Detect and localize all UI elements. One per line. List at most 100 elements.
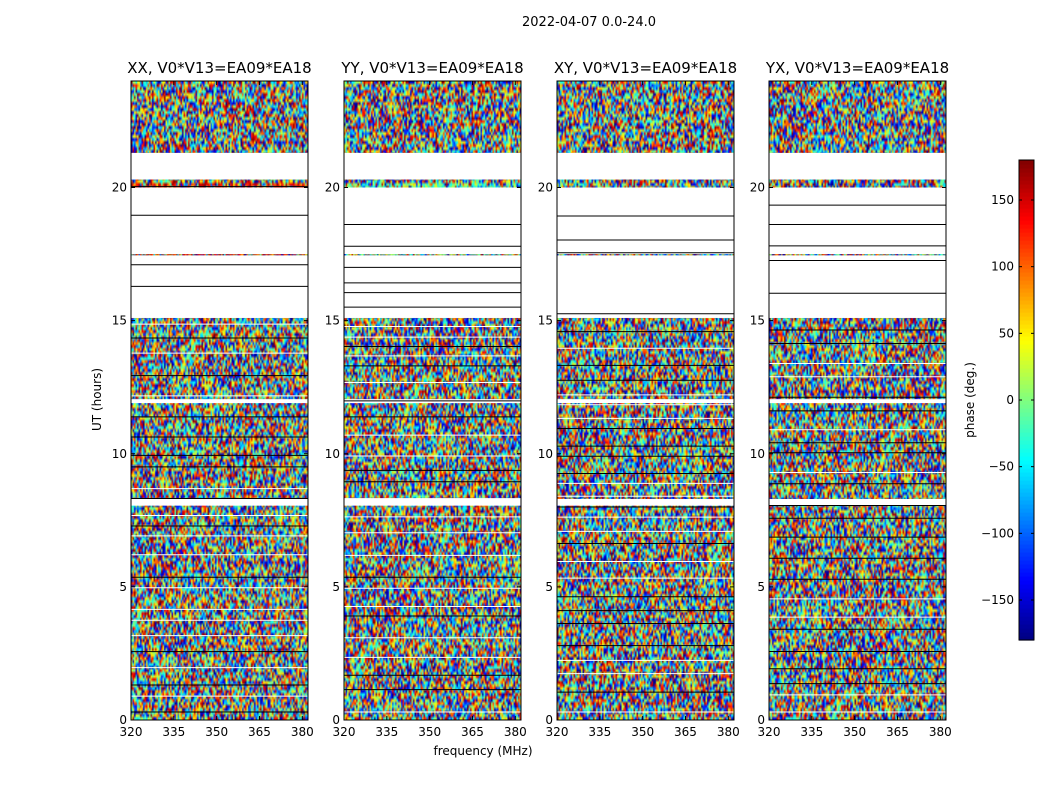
colorbar-segment: [1019, 584, 1034, 589]
colorbar-segment: [1019, 404, 1034, 409]
colorbar-segment: [1019, 512, 1034, 517]
x-tick-label: 320: [120, 725, 143, 739]
colorbar-segment: [1019, 344, 1034, 349]
flag-gap: [344, 255, 521, 318]
colorbar-segment: [1019, 332, 1034, 337]
y-tick-label: 20: [750, 181, 765, 195]
colorbar: 150 100 50 0 −50 −100 −150 phase (deg.): [963, 159, 1035, 641]
panels-group: XX, V0*V13=EA09*EA18 320 335 350 365 380 0 5 10 1…: [90, 59, 952, 758]
flag-gap: [557, 152, 734, 180]
colorbar-segment: [1019, 576, 1034, 581]
colorbar-segment: [1019, 208, 1034, 213]
colorbar-segment: [1019, 560, 1034, 565]
colorbar-segment: [1019, 280, 1034, 285]
panel-1: YY, V0*V13=EA09*EA18 320 335 350 365 380 0 5 10 1…: [325, 59, 533, 758]
colorbar-segment: [1019, 540, 1034, 545]
colorbar-segment: [1019, 612, 1034, 617]
colorbar-segment: [1019, 416, 1034, 421]
colorbar-segment: [1019, 160, 1034, 165]
colorbar-segment: [1019, 424, 1034, 429]
colorbar-segment: [1019, 172, 1034, 177]
flag-gap: [344, 499, 521, 506]
colorbar-segment: [1019, 296, 1034, 301]
colorbar-segment: [1019, 544, 1034, 549]
colorbar-segment: [1019, 520, 1034, 525]
colorbar-segment: [1019, 628, 1034, 633]
panel-title: XY, V0*V13=EA09*EA18: [554, 59, 737, 77]
colorbar-segment: [1019, 396, 1034, 401]
panel-title: XX, V0*V13=EA09*EA18: [127, 59, 311, 77]
colorbar-segment: [1019, 444, 1034, 449]
colorbar-tick-label: 0: [1006, 393, 1014, 407]
flag-gap: [769, 255, 946, 318]
colorbar-segment: [1019, 548, 1034, 553]
colorbar-segment: [1019, 504, 1034, 509]
panel-frame: [556, 80, 735, 721]
colorbar-segment: [1019, 616, 1034, 621]
colorbar-segment: [1019, 556, 1034, 561]
y-tick-label: 5: [332, 580, 340, 594]
colorbar-segment: [1019, 324, 1034, 329]
colorbar-segment: [1019, 392, 1034, 397]
colorbar-tick-label: 150: [991, 193, 1014, 207]
x-tick-label: 335: [162, 725, 185, 739]
colorbar-segment: [1019, 448, 1034, 453]
y-tick-label: 5: [119, 580, 127, 594]
panel-frame: [130, 80, 309, 721]
colorbar-segment: [1019, 200, 1034, 205]
colorbar-segment: [1019, 316, 1034, 321]
colorbar-segment: [1019, 204, 1034, 209]
colorbar-segment: [1019, 196, 1034, 201]
panel-frame: [343, 80, 522, 721]
flag-gap: [131, 187, 308, 255]
flag-gap: [557, 499, 734, 506]
colorbar-segment: [1019, 168, 1034, 173]
colorbar-segment: [1019, 472, 1034, 477]
colorbar-segment: [1019, 180, 1034, 185]
colorbar-segment: [1019, 268, 1034, 273]
colorbar-segment: [1019, 212, 1034, 217]
colorbar-segment: [1019, 508, 1034, 513]
y-tick-label: 10: [750, 447, 765, 461]
colorbar-segment: [1019, 356, 1034, 361]
colorbar-tick-label: −100: [981, 526, 1014, 540]
panel-2: XY, V0*V13=EA09*EA18 320 335 350 365 380 0 5 10 1…: [538, 59, 740, 739]
y-tick-label: 0: [757, 713, 765, 727]
colorbar-segment: [1019, 384, 1034, 389]
colorbar-label: phase (deg.): [963, 362, 977, 438]
colorbar-segment: [1019, 348, 1034, 353]
flag-gap: [769, 187, 946, 255]
colorbar-segment: [1019, 176, 1034, 181]
colorbar-segment: [1019, 580, 1034, 585]
colorbar-segment: [1019, 164, 1034, 169]
y-tick-label: 15: [750, 314, 765, 328]
y-tick-label: 15: [112, 314, 127, 328]
colorbar-segment: [1019, 328, 1034, 333]
colorbar-tick-label: 50: [999, 326, 1014, 340]
colorbar-segment: [1019, 524, 1034, 529]
y-tick-label: 0: [119, 713, 127, 727]
flag-gap: [769, 399, 946, 404]
flag-gap: [557, 187, 734, 255]
colorbar-tick-label: 100: [991, 260, 1014, 274]
colorbar-segment: [1019, 636, 1034, 641]
x-tick-label: 335: [375, 725, 398, 739]
colorbar-segment: [1019, 484, 1034, 489]
y-axis-label: UT (hours): [90, 368, 104, 431]
colorbar-segment: [1019, 620, 1034, 625]
panel-frame: [768, 80, 947, 721]
colorbar-segment: [1019, 480, 1034, 485]
colorbar-segment: [1019, 492, 1034, 497]
flag-gap: [131, 152, 308, 180]
colorbar-segment: [1019, 476, 1034, 481]
colorbar-segment: [1019, 368, 1034, 373]
colorbar-segment: [1019, 312, 1034, 317]
x-tick-label: 320: [333, 725, 356, 739]
flag-gap: [769, 152, 946, 180]
colorbar-segment: [1019, 456, 1034, 461]
colorbar-segment: [1019, 460, 1034, 465]
colorbar-segment: [1019, 336, 1034, 341]
colorbar-segment: [1019, 240, 1034, 245]
x-axis-label: frequency (MHz): [433, 744, 532, 758]
colorbar-segment: [1019, 364, 1034, 369]
